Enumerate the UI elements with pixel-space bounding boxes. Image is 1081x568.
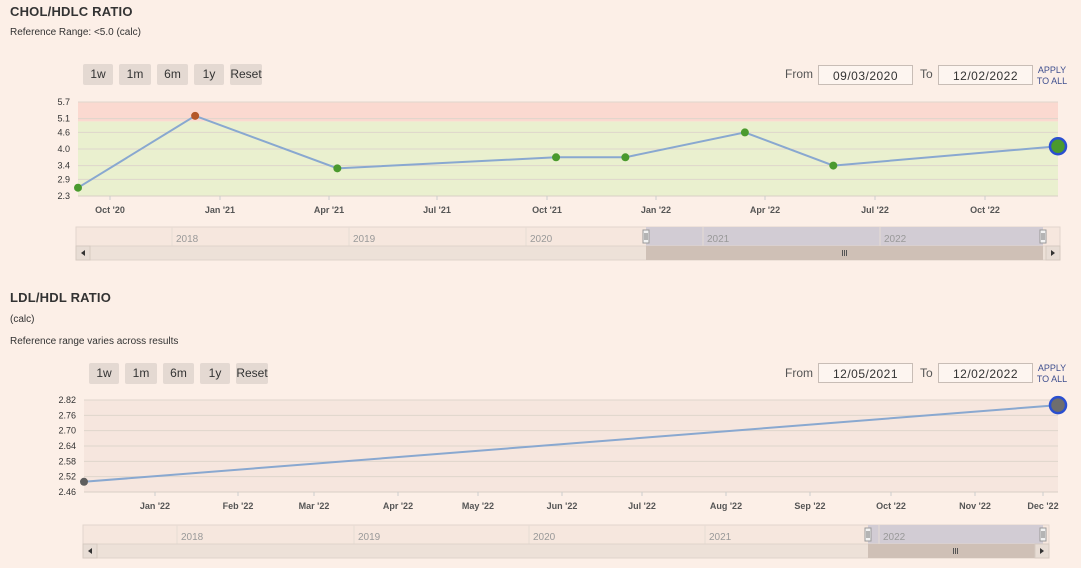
from-date-input[interactable]: 12/05/2021: [818, 363, 913, 383]
data-point[interactable]: [74, 183, 82, 192]
x-tick-label: Oct '21: [532, 205, 562, 215]
y-tick-label: 5.7: [57, 97, 70, 107]
x-tick-label: Jun '22: [547, 501, 578, 511]
y-tick-label: 2.9: [57, 174, 70, 184]
navigator-handle[interactable]: [864, 527, 872, 542]
navigator-year-label: 2019: [358, 532, 381, 543]
range-6m-button[interactable]: 6m: [163, 363, 194, 384]
navigator-year-label: 2020: [530, 234, 553, 245]
x-tick-label: May '22: [462, 501, 494, 511]
series-line: [77, 114, 1059, 189]
range-1y-button[interactable]: 1y: [194, 64, 224, 85]
to-date-input[interactable]: 12/02/2022: [938, 363, 1033, 383]
chart-title: LDL/HDL RATIO: [10, 290, 112, 305]
chart-title: CHOL/HDLC RATIO: [10, 4, 133, 19]
x-tick-label: Aug '22: [710, 501, 742, 511]
to-label: To: [920, 67, 933, 81]
range-reset-button[interactable]: Reset: [230, 64, 262, 85]
y-tick-label: 2.52: [58, 472, 76, 482]
navigator-selection[interactable]: [868, 525, 1043, 544]
data-point[interactable]: [621, 153, 630, 162]
data-point[interactable]: [740, 128, 749, 137]
data-point[interactable]: [552, 153, 561, 162]
x-tick-label: Mar '22: [299, 501, 330, 511]
y-tick-label: 2.46: [58, 487, 76, 497]
y-tick-label: 2.82: [58, 395, 76, 405]
x-tick-label: Feb '22: [223, 501, 254, 511]
chol-hdlc-chart: 2.3 2.9 3.4 4.0 4.6 5.1 5.7 Oct '20 Jan '21 Apr '…: [57, 97, 1068, 261]
scroll-left-icon: [81, 250, 85, 256]
navigator-year-label: 2020: [533, 532, 556, 543]
range-1m-button[interactable]: 1m: [125, 363, 157, 384]
reference-range: Reference Range: <5.0 (calc): [10, 27, 141, 38]
unit-label: (calc): [10, 314, 35, 325]
y-tick-label: 2.70: [58, 426, 76, 436]
navigator-year-label: 2019: [353, 234, 376, 245]
scroll-right-icon: [1040, 548, 1044, 554]
x-tick-label: Jul '21: [423, 205, 451, 215]
range-1y-button[interactable]: 1y: [200, 363, 230, 384]
x-tick-label: Oct '22: [970, 205, 1000, 215]
apply-label-line1: APPLY: [1037, 65, 1067, 75]
reference-band: [78, 102, 1058, 122]
x-tick-label: Oct '22: [876, 501, 906, 511]
data-point[interactable]: [191, 111, 200, 120]
data-point[interactable]: [333, 164, 342, 173]
from-label: From: [785, 67, 813, 81]
from-date-input[interactable]: 09/03/2020: [818, 65, 913, 85]
apply-to-all-link[interactable]: APPLY TO ALL: [1036, 363, 1068, 385]
to-label: To: [920, 366, 933, 380]
range-reset-button[interactable]: Reset: [236, 363, 268, 384]
x-tick-label: Jan '22: [641, 205, 671, 215]
data-point[interactable]: [80, 477, 88, 486]
apply-label-line2: TO ALL: [1036, 374, 1068, 384]
range-1m-button[interactable]: 1m: [119, 64, 151, 85]
range-1w-button[interactable]: 1w: [89, 363, 119, 384]
series-line: [83, 404, 1059, 483]
range-6m-button[interactable]: 6m: [157, 64, 188, 85]
data-point[interactable]: [829, 161, 838, 170]
navigator-handle[interactable]: [642, 229, 650, 244]
x-tick-label: Jan '22: [140, 501, 170, 511]
navigator-year-label: 2021: [707, 234, 730, 245]
y-tick-label: 2.58: [58, 456, 76, 466]
apply-label-line1: APPLY: [1037, 363, 1067, 373]
x-tick-label: Oct '20: [95, 205, 125, 215]
navigator-year-label: 2021: [709, 532, 732, 543]
data-point-selected[interactable]: [1048, 395, 1068, 415]
navigator-year-label: 2018: [181, 532, 204, 543]
scroll-left-icon: [88, 548, 92, 554]
navigator-year-label: 2022: [884, 234, 907, 245]
x-tick-label: Apr '22: [750, 205, 780, 215]
range-1w-button[interactable]: 1w: [83, 64, 113, 85]
reference-range: Reference range varies across results: [10, 336, 179, 347]
apply-to-all-link[interactable]: APPLY TO ALL: [1036, 65, 1068, 87]
x-tick-label: Apr '21: [314, 205, 344, 215]
y-tick-label: 2.3: [57, 191, 70, 201]
x-tick-label: Jul '22: [628, 501, 656, 511]
x-tick-label: Sep '22: [794, 501, 825, 511]
x-tick-label: Apr '22: [383, 501, 413, 511]
navigator-handle[interactable]: [1039, 527, 1047, 542]
y-tick-label: 4.0: [57, 144, 70, 154]
y-tick-label: 5.1: [57, 114, 70, 124]
x-tick-label: Jan '21: [205, 205, 235, 215]
navigator-selection[interactable]: [646, 227, 1043, 246]
x-tick-label: Nov '22: [959, 501, 991, 511]
x-tick-label: Dec '22: [1027, 501, 1058, 511]
y-tick-label: 3.4: [57, 161, 70, 171]
to-date-input[interactable]: 12/02/2022: [938, 65, 1033, 85]
scroll-right-icon: [1051, 250, 1055, 256]
y-tick-label: 2.76: [58, 410, 76, 420]
apply-label-line2: TO ALL: [1036, 76, 1068, 86]
from-label: From: [785, 366, 813, 380]
y-tick-label: 4.6: [57, 127, 70, 137]
navigator-year-label: 2018: [176, 234, 199, 245]
x-tick-label: Jul '22: [861, 205, 889, 215]
data-point-selected[interactable]: [1048, 136, 1068, 156]
navigator-handle[interactable]: [1039, 229, 1047, 244]
navigator-year-label: 2022: [883, 532, 906, 543]
y-tick-label: 2.64: [58, 441, 76, 451]
